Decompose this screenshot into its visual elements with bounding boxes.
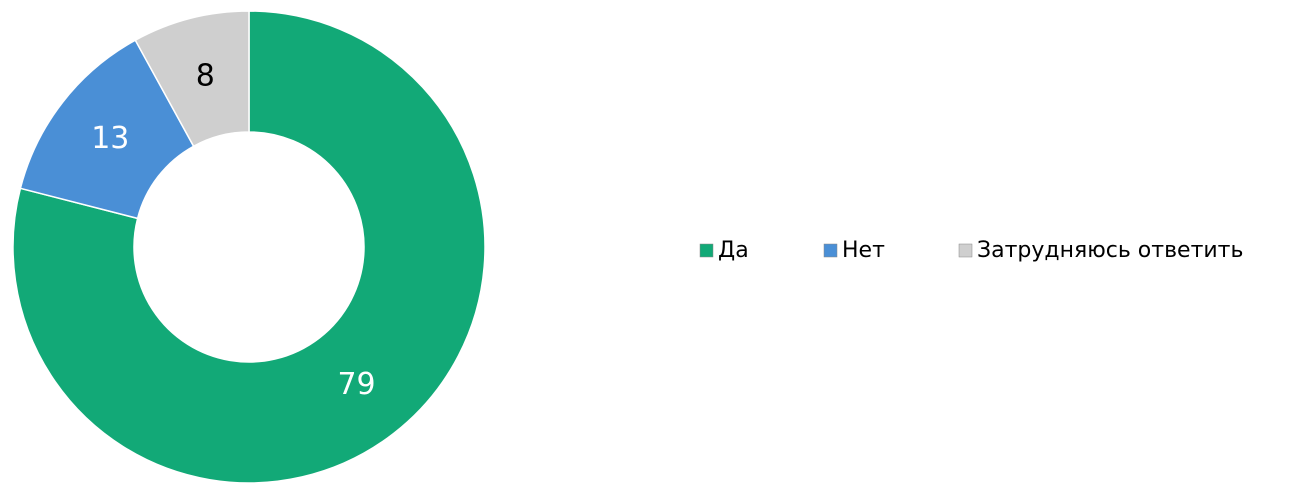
legend-swatch	[823, 243, 838, 258]
data-label: 13	[91, 121, 129, 156]
data-label: 79	[337, 367, 375, 402]
legend-label: Нет	[842, 238, 885, 263]
donut-slice	[19, 39, 195, 220]
donut-slice	[134, 10, 250, 148]
legend-swatch	[699, 243, 714, 258]
legend-label: Затрудняюсь ответить	[977, 238, 1243, 263]
legend-swatch	[958, 243, 973, 258]
legend-label: Да	[718, 238, 749, 263]
data-label: 8	[196, 59, 215, 94]
donut-slice	[12, 10, 486, 483]
